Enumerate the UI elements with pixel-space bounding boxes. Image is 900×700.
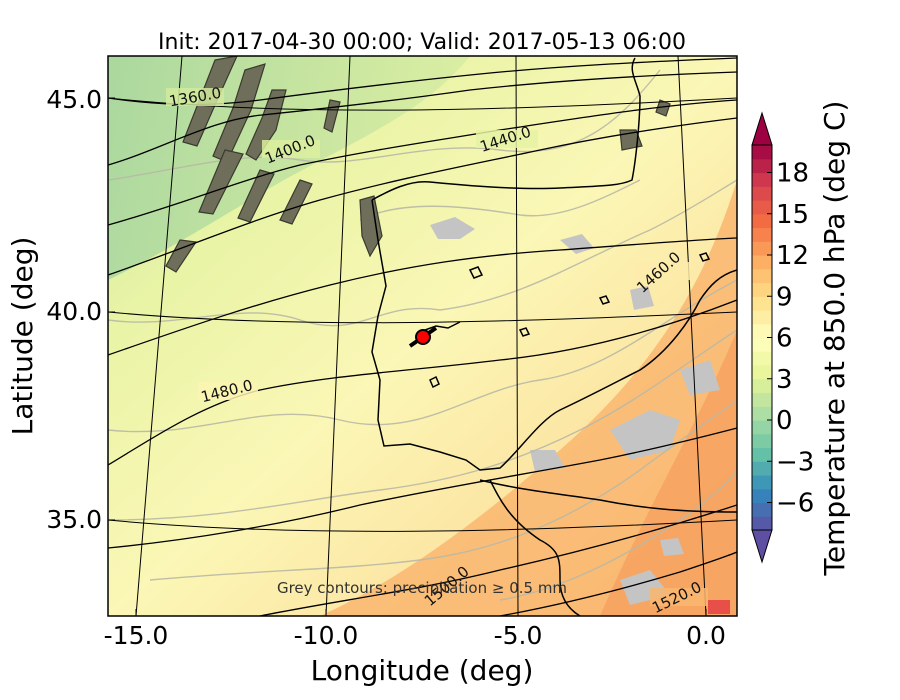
colorbar-segment [752,200,772,215]
colorbar-segment [752,378,772,394]
colorbar: −6 −3 0 3 6 9 12 15 18 [751,111,814,564]
marker-dot [415,329,431,345]
colorbar-segment [752,433,772,449]
colorbar-segment [752,475,772,490]
colorbar-label: Temperature at 850.0 hPa (deg C) [818,101,851,577]
colorbar-segment [752,516,772,531]
colorbar-tick-label: −6 [776,489,814,519]
plot-frame [107,55,738,617]
colorbar-tick-label: 9 [776,282,793,312]
colorbar-segment [752,502,772,517]
colorbar-tick-label: −3 [776,447,814,477]
map-plot: 1360.0 1400.0 1440.0 1460.0 1480.0 1500.… [108,56,737,616]
chart-title: Init: 2017-04-30 00:00; Valid: 2017-05-1… [158,30,686,55]
colorbar-segment [752,365,772,380]
y-tick-label: 40.0 [46,297,102,326]
colorbar-tick-label: 3 [776,365,793,395]
x-tick-label: -15.0 [104,621,169,650]
colorbar-segment [752,282,772,297]
colorbar-segment [752,145,772,160]
colorbar-segment [752,488,772,504]
colorbar-segment [752,255,772,270]
colorbar-extend-max [751,111,773,146]
coastlines [371,57,737,616]
y-tick-label: 35.0 [46,505,102,534]
colorbar-extend-min [751,529,773,564]
colorbar-tick-label: 18 [776,159,809,189]
colorbar-segment [752,227,772,242]
x-axis: -15.0 -10.0 -5.0 0.0 Longitude (deg) [104,609,726,687]
y-tick-label: 45.0 [46,85,102,114]
colorbar-segment [752,351,772,366]
colorbar-segment [752,186,772,201]
y-axis-label: Latitude (deg) [6,237,39,436]
precip-note: Grey contours: precipitation ≥ 0.5 mm [277,579,567,597]
colorbar-segment [752,323,772,339]
colorbar-segment [752,213,772,229]
precip-contours-nw [165,56,671,273]
colorbar-segment [752,172,772,187]
colorbar-segment [752,392,772,407]
colorbar-segment [752,461,772,476]
x-tick-label: -10.0 [294,621,359,650]
warm-region [320,180,737,616]
colorbar-segment [752,158,772,174]
x-axis-label: Longitude (deg) [311,654,534,687]
colorbar-segment [752,310,772,325]
colorbar-tick-label: 12 [776,241,809,271]
temperature-contours [108,69,737,601]
colorbar-segment [752,268,772,284]
height-contours [108,57,737,616]
hot-spot [708,600,730,614]
x-tick-label: -5.0 [494,621,543,650]
colorbar-segment [752,296,772,311]
y-axis: 45.0 40.0 35.0 Latitude (deg) [6,85,115,534]
colorbar-segment [752,241,772,256]
precipitation-patches [430,217,720,605]
colorbar-tick-label: 0 [776,406,793,436]
location-marker [408,326,438,348]
x-tick-label: 0.0 [686,621,726,650]
colorbar-segment [752,337,772,352]
colorbar-segment [752,420,772,435]
colorbar-tick-label: 15 [776,200,809,230]
colorbar-segment [752,447,772,462]
colorbar-segment [752,406,772,421]
colorbar-tick-label: 6 [776,324,793,354]
